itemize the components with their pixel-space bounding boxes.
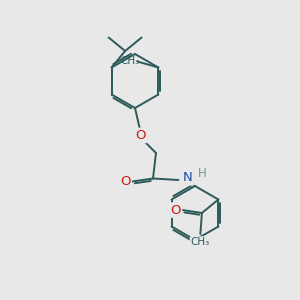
Text: O: O (170, 203, 181, 217)
Text: CH₃: CH₃ (120, 56, 140, 67)
Text: O: O (136, 129, 146, 142)
Text: CH₃: CH₃ (191, 237, 210, 248)
Text: N: N (183, 171, 193, 184)
Text: O: O (120, 175, 131, 188)
Text: H: H (198, 167, 207, 180)
